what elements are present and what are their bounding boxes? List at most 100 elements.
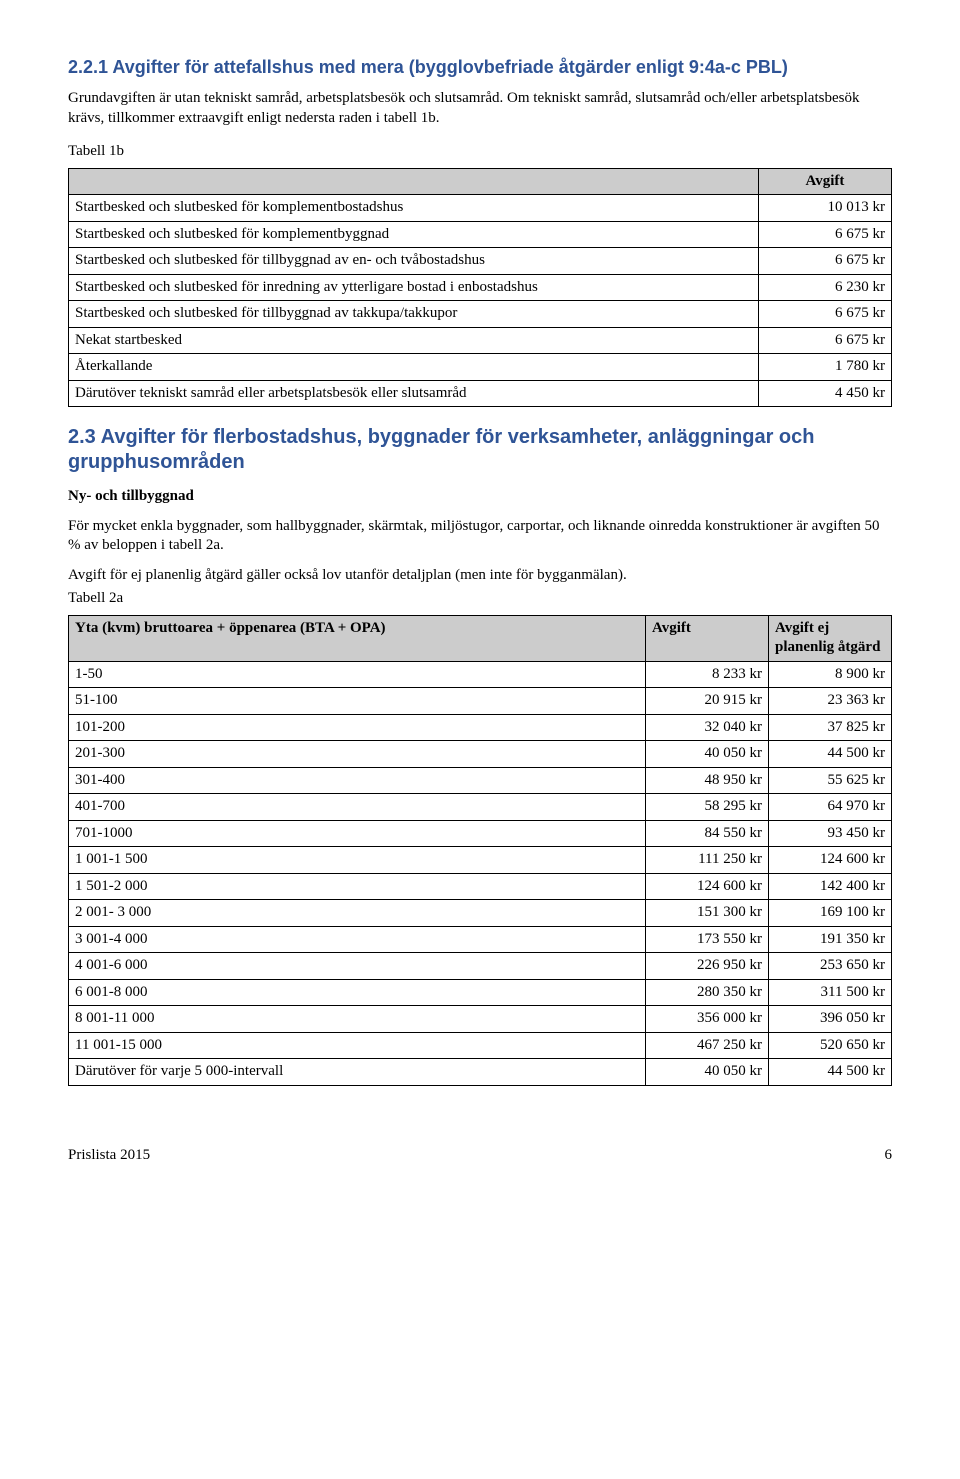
table-cell-avgift: 48 950 kr <box>646 767 769 794</box>
table-cell-label: 8 001-11 000 <box>69 1006 646 1033</box>
table-row: Därutöver tekniskt samråd eller arbetspl… <box>69 380 892 407</box>
table-row: 51-10020 915 kr23 363 kr <box>69 688 892 715</box>
table-cell-label: Därutöver för varje 5 000-intervall <box>69 1059 646 1086</box>
table-cell-label: 3 001-4 000 <box>69 926 646 953</box>
table-row: 1 001-1 500111 250 kr124 600 kr <box>69 847 892 874</box>
table-2a-header-avgift-ej: Avgift ej planenlig åtgärd <box>769 615 892 661</box>
page-footer: Prislista 2015 6 <box>68 1146 892 1166</box>
table-cell-value: 6 675 kr <box>759 327 892 354</box>
table-row: Nekat startbesked6 675 kr <box>69 327 892 354</box>
table-cell-avgift-ej: 23 363 kr <box>769 688 892 715</box>
caption-table-1b: Tabell 1b <box>68 142 892 162</box>
table-1b-header-blank <box>69 168 759 195</box>
table-cell-label: 1 001-1 500 <box>69 847 646 874</box>
table-cell-avgift-ej: 396 050 kr <box>769 1006 892 1033</box>
table-cell-label: 401-700 <box>69 794 646 821</box>
table-row: 3 001-4 000173 550 kr191 350 kr <box>69 926 892 953</box>
table-row: 8 001-11 000356 000 kr396 050 kr <box>69 1006 892 1033</box>
table-cell-label: 4 001-6 000 <box>69 953 646 980</box>
table-cell-value: 10 013 kr <box>759 195 892 222</box>
table-cell-avgift: 467 250 kr <box>646 1032 769 1059</box>
subheading-ny-tillbyggnad: Ny- och tillbyggnad <box>68 487 892 507</box>
table-row: 301-40048 950 kr55 625 kr <box>69 767 892 794</box>
table-cell-label: 1-50 <box>69 661 646 688</box>
table-2a: Yta (kvm) bruttoarea + öppenarea (BTA + … <box>68 615 892 1086</box>
table-row: 2 001- 3 000151 300 kr169 100 kr <box>69 900 892 927</box>
table-cell-avgift-ej: 8 900 kr <box>769 661 892 688</box>
table-cell-avgift: 40 050 kr <box>646 741 769 768</box>
table-row: Startbesked och slutbesked för komplemen… <box>69 221 892 248</box>
paragraph-221-1: Grundavgiften är utan tekniskt samråd, a… <box>68 89 892 128</box>
heading-221: 2.2.1 Avgifter för attefallshus med mera… <box>68 56 892 79</box>
table-cell-label: Startbesked och slutbesked för komplemen… <box>69 221 759 248</box>
table-cell-value: 1 780 kr <box>759 354 892 381</box>
table-cell-label: Startbesked och slutbesked för tillbyggn… <box>69 301 759 328</box>
table-cell-avgift: 226 950 kr <box>646 953 769 980</box>
table-cell-avgift-ej: 169 100 kr <box>769 900 892 927</box>
table-cell-avgift: 32 040 kr <box>646 714 769 741</box>
table-cell-label: 2 001- 3 000 <box>69 900 646 927</box>
table-cell-label: Återkallande <box>69 354 759 381</box>
table-cell-label: Därutöver tekniskt samråd eller arbetspl… <box>69 380 759 407</box>
table-cell-label: 201-300 <box>69 741 646 768</box>
paragraph-23-1: För mycket enkla byggnader, som hallbygg… <box>68 517 892 556</box>
table-cell-avgift: 40 050 kr <box>646 1059 769 1086</box>
table-cell-label: 11 001-15 000 <box>69 1032 646 1059</box>
table-cell-label: 1 501-2 000 <box>69 873 646 900</box>
table-cell-avgift-ej: 37 825 kr <box>769 714 892 741</box>
table-cell-avgift-ej: 520 650 kr <box>769 1032 892 1059</box>
table-cell-avgift: 20 915 kr <box>646 688 769 715</box>
table-cell-label: Startbesked och slutbesked för inredning… <box>69 274 759 301</box>
table-cell-value: 6 675 kr <box>759 221 892 248</box>
table-cell-label: 301-400 <box>69 767 646 794</box>
paragraph-23-2: Avgift för ej planenlig åtgärd gäller oc… <box>68 566 892 586</box>
table-cell-label: Startbesked och slutbesked för tillbyggn… <box>69 248 759 275</box>
table-row: Startbesked och slutbesked för inredning… <box>69 274 892 301</box>
table-cell-avgift-ej: 142 400 kr <box>769 873 892 900</box>
footer-page-number: 6 <box>885 1146 893 1166</box>
table-cell-label: Startbesked och slutbesked för komplemen… <box>69 195 759 222</box>
table-cell-label: Nekat startbesked <box>69 327 759 354</box>
table-cell-avgift: 356 000 kr <box>646 1006 769 1033</box>
table-row: 201-30040 050 kr44 500 kr <box>69 741 892 768</box>
table-2a-header-yta: Yta (kvm) bruttoarea + öppenarea (BTA + … <box>69 615 646 661</box>
table-row: 701-100084 550 kr93 450 kr <box>69 820 892 847</box>
table-cell-label: 51-100 <box>69 688 646 715</box>
table-1b-header-avgift: Avgift <box>759 168 892 195</box>
caption-table-2a: Tabell 2a <box>68 589 892 609</box>
table-cell-value: 6 230 kr <box>759 274 892 301</box>
table-cell-avgift: 173 550 kr <box>646 926 769 953</box>
table-row: Återkallande1 780 kr <box>69 354 892 381</box>
table-cell-avgift-ej: 44 500 kr <box>769 1059 892 1086</box>
table-row: 6 001-8 000280 350 kr311 500 kr <box>69 979 892 1006</box>
table-cell-label: 6 001-8 000 <box>69 979 646 1006</box>
table-row: Därutöver för varje 5 000-intervall40 05… <box>69 1059 892 1086</box>
table-2a-header-avgift: Avgift <box>646 615 769 661</box>
table-row: 4 001-6 000226 950 kr253 650 kr <box>69 953 892 980</box>
table-cell-value: 6 675 kr <box>759 301 892 328</box>
table-cell-avgift-ej: 64 970 kr <box>769 794 892 821</box>
table-row: 1 501-2 000124 600 kr142 400 kr <box>69 873 892 900</box>
table-cell-value: 6 675 kr <box>759 248 892 275</box>
table-cell-avgift: 84 550 kr <box>646 820 769 847</box>
table-cell-avgift-ej: 253 650 kr <box>769 953 892 980</box>
table-cell-avgift-ej: 124 600 kr <box>769 847 892 874</box>
table-cell-avgift: 58 295 kr <box>646 794 769 821</box>
table-row: 401-70058 295 kr64 970 kr <box>69 794 892 821</box>
table-cell-label: 101-200 <box>69 714 646 741</box>
table-cell-avgift: 280 350 kr <box>646 979 769 1006</box>
table-cell-avgift: 8 233 kr <box>646 661 769 688</box>
table-cell-avgift: 124 600 kr <box>646 873 769 900</box>
table-row: Startbesked och slutbesked för tillbyggn… <box>69 248 892 275</box>
heading-23: 2.3 Avgifter för flerbostadshus, byggnad… <box>68 425 892 475</box>
table-row: Startbesked och slutbesked för komplemen… <box>69 195 892 222</box>
table-cell-avgift-ej: 93 450 kr <box>769 820 892 847</box>
table-row: Startbesked och slutbesked för tillbyggn… <box>69 301 892 328</box>
footer-left: Prislista 2015 <box>68 1146 150 1166</box>
table-1b: Avgift Startbesked och slutbesked för ko… <box>68 168 892 408</box>
table-cell-avgift-ej: 311 500 kr <box>769 979 892 1006</box>
table-cell-avgift: 111 250 kr <box>646 847 769 874</box>
table-cell-avgift-ej: 191 350 kr <box>769 926 892 953</box>
table-cell-avgift-ej: 44 500 kr <box>769 741 892 768</box>
table-cell-label: 701-1000 <box>69 820 646 847</box>
